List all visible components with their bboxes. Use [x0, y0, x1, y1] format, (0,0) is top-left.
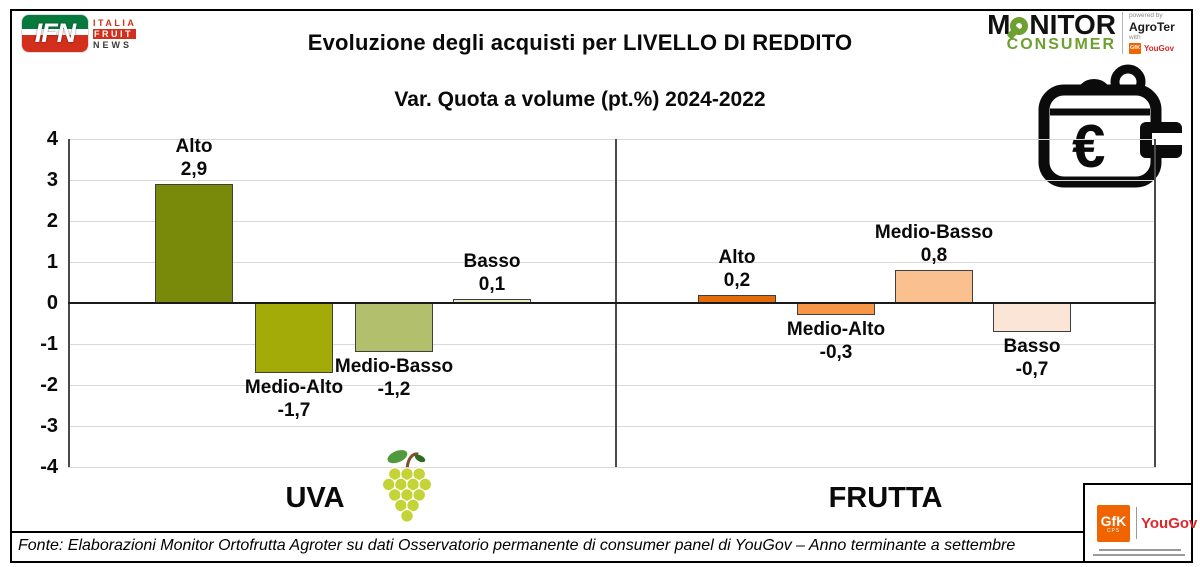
logo-box-divider: [1136, 507, 1137, 539]
y-tick-label: 4: [46, 128, 58, 150]
zero-baseline: [68, 302, 1156, 304]
yougov-mini-logo: YouGov: [1144, 43, 1175, 53]
bar-uva-alto: [155, 184, 233, 303]
y-tick-label: 0: [46, 292, 58, 314]
magnifier-icon: [1010, 17, 1029, 35]
ifn-wordmark: ITALIA FRUIT NEWS: [93, 17, 137, 50]
grapes-icon: [381, 450, 433, 523]
bar-uva-medio-alto: [255, 303, 333, 373]
ifn-news-text: NEWS: [93, 39, 132, 50]
y-tick-label: -3: [40, 415, 58, 437]
group-label-uva: UVA: [285, 482, 345, 514]
gridline: [68, 385, 1156, 386]
category-label-frutta-medio-alto: Medio-Alto: [786, 319, 886, 341]
ifn-white-band: [22, 29, 88, 35]
bar-frutta-medio-alto: [797, 303, 875, 316]
bar-label-frutta-medio-basso: Medio-Basso 0,8: [849, 221, 1019, 267]
y-tick-label: 2: [46, 210, 58, 232]
ifn-acronym: IFN: [34, 18, 77, 48]
gridline: [68, 180, 1156, 181]
y-tick-label: 1: [46, 251, 58, 273]
ifn-badge-icon: IFN: [22, 15, 88, 52]
gfk-yougov-logo-box: GfK CPS YouGov: [1083, 483, 1197, 561]
monitor-rest: NITOR: [1029, 9, 1116, 40]
value-label-frutta-medio-alto: -0,3: [819, 342, 853, 364]
gridline: [68, 221, 1156, 222]
bar-frutta-medio-basso: [895, 270, 973, 303]
page-subtitle: Var. Quota a volume (pt.%) 2024-2022: [394, 88, 766, 111]
fine-print-line: [1099, 549, 1181, 551]
consumer-text: CONSUMER: [1006, 36, 1116, 53]
bar-label-frutta-medio-alto: Medio-Alto -0,3: [751, 318, 921, 364]
page-title: Evoluzione degli acquisti per LIVELLO DI…: [307, 30, 853, 55]
powered-by-text: powered by: [1129, 11, 1163, 19]
mini-logos-row: GfK YouGov: [1129, 42, 1184, 54]
gfk-mini-logo: GfK: [1129, 42, 1141, 54]
source-note: Fonte: Elaborazioni Monitor Ortofrutta A…: [18, 537, 1016, 554]
gridline: [68, 262, 1156, 263]
monitor-wordmark: M NITOR CONSUMER: [987, 11, 1116, 54]
bar-frutta-basso: [993, 303, 1071, 332]
y-tick-label: -1: [40, 333, 58, 355]
footer-divider: [12, 531, 1083, 533]
agroter-text: AgroTer: [1129, 19, 1175, 34]
euro-symbol: €: [1072, 113, 1105, 180]
bar-label-uva-basso: Basso 0,1: [407, 250, 577, 296]
value-label-uva-basso: 0,1: [478, 273, 506, 295]
value-label-uva-medio-alto: -1,7: [277, 399, 311, 421]
ifn-green-band: [22, 15, 88, 29]
y-tick-label: -4: [40, 456, 58, 478]
category-label-frutta-alto: Alto: [718, 246, 756, 268]
bar-label-frutta-basso: Basso -0,7: [947, 335, 1117, 381]
monitor-powered-by: powered by AgroTer with GfK YouGov: [1122, 11, 1184, 54]
value-label-uva-alto: 2,9: [180, 159, 208, 181]
category-label-frutta-medio-basso: Medio-Basso: [874, 222, 994, 244]
category-label-uva-basso: Basso: [463, 250, 521, 272]
gfk-text: GfK: [1100, 512, 1127, 529]
with-text: with: [1129, 33, 1141, 41]
bar-chart-plot-area: 4 3 2 1 0 -1 -2 -3 -4 Alto 2,9 Medio-Alto -1,7 Medio-…: [40, 128, 1156, 478]
category-label-uva-alto: Alto: [175, 136, 213, 158]
value-label-frutta-basso: -0,7: [1015, 358, 1049, 380]
gridline: [68, 426, 1156, 427]
gridline: [68, 467, 1156, 468]
yougov-logo: YouGov: [1141, 515, 1198, 532]
monitor-m: M: [987, 9, 1011, 40]
category-label-frutta-basso: Basso: [1003, 335, 1061, 357]
category-label-uva-medio-basso: Medio-Basso: [334, 356, 454, 378]
group-label-frutta: FRUTTA: [828, 482, 943, 514]
category-label-uva-medio-alto: Medio-Alto: [244, 376, 344, 398]
ifn-fruit-text: FRUIT: [93, 28, 137, 39]
ifn-italia-text: ITALIA: [93, 17, 137, 28]
bar-label-frutta-alto: Alto 0,2: [652, 246, 822, 292]
value-label-frutta-medio-basso: 0,8: [920, 245, 948, 267]
y-tick-label: -2: [40, 374, 58, 396]
value-label-uva-medio-basso: -1,2: [377, 379, 411, 401]
wallet-euro-icon: €: [1038, 64, 1182, 188]
gridline: [68, 344, 1156, 345]
value-label-frutta-alto: 0,2: [723, 269, 751, 291]
ifn-red-band: [22, 35, 88, 52]
bar-label-uva-medio-alto: Medio-Alto -1,7: [209, 376, 379, 422]
gfk-logo: GfK CPS: [1097, 505, 1130, 542]
bar-label-uva-alto: Alto 2,9: [109, 135, 279, 181]
gridline: [68, 139, 1156, 140]
bar-label-uva-medio-basso: Medio-Basso -1,2: [309, 355, 479, 401]
monitor-consumer-logo: M NITOR CONSUMER powered by AgroTer with…: [987, 11, 1184, 54]
bar-uva-medio-basso: [355, 303, 433, 353]
fine-print-line: [1093, 554, 1185, 556]
monitor-line1: M NITOR: [987, 11, 1116, 39]
ifn-logo: IFN ITALIA FRUIT NEWS: [22, 15, 137, 52]
gfk-cps-text: CPS: [1106, 527, 1121, 534]
y-tick-label: 3: [46, 169, 58, 191]
